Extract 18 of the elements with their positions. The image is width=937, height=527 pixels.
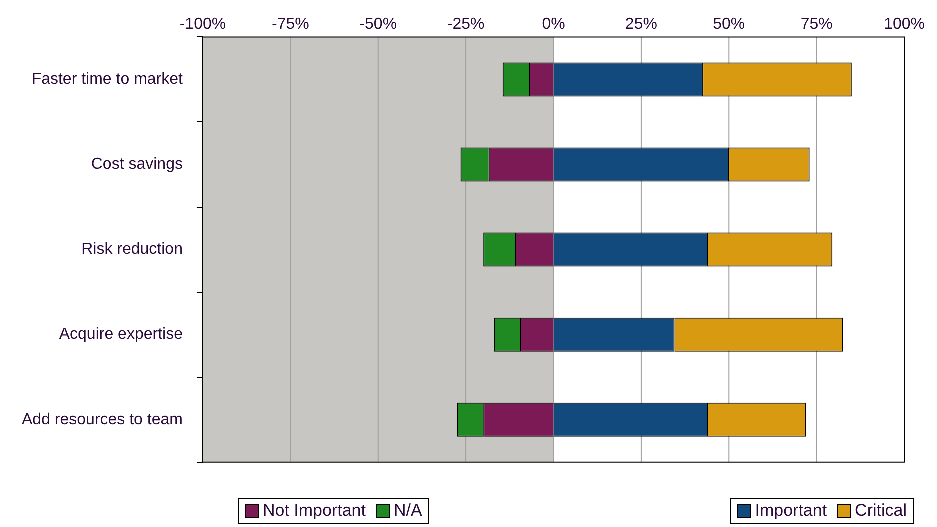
legend-label: N/A <box>394 501 422 521</box>
x-tick-label: -25% <box>447 16 485 34</box>
x-tick-label: 75% <box>800 16 833 34</box>
y-tick-label: Acquire expertise <box>59 326 184 344</box>
x-tick-label: -50% <box>360 16 398 34</box>
y-tick-label: Faster time to market <box>32 71 184 88</box>
x-tick-label: 100% <box>884 16 925 34</box>
y-tick-label: Risk reduction <box>82 241 183 258</box>
x-tick-label: 25% <box>625 16 658 34</box>
legend-label: Important <box>755 501 828 521</box>
y-tick-label: Cost savings <box>91 156 183 174</box>
x-tick-label: 50% <box>713 16 746 34</box>
legend-label: Not Important <box>263 501 366 521</box>
x-tick-label: -100% <box>180 16 226 34</box>
y-tick-label: Add resources to team <box>22 411 183 428</box>
legend-label: Critical <box>855 501 907 521</box>
x-tick-label: -75% <box>272 16 310 34</box>
x-tick-label: 0% <box>542 16 566 34</box>
